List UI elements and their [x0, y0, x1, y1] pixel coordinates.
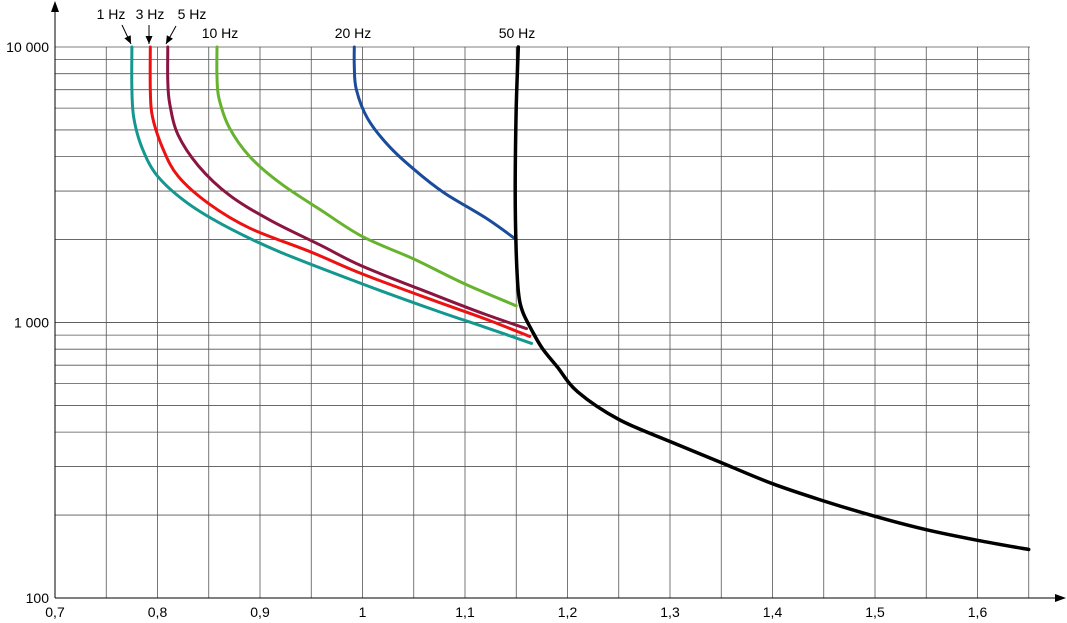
series-label: 20 Hz [335, 25, 372, 41]
annotation-arrowhead [145, 36, 153, 44]
annotation-arrowhead [166, 35, 173, 44]
series-line-5-hz [166, 45, 528, 331]
y-tick-label: 100 [26, 590, 50, 606]
annotation-arrowhead [124, 35, 131, 44]
series-label: 5 Hz [178, 6, 207, 22]
series-line-3-hz [148, 45, 532, 338]
x-tick-label: 1,6 [968, 604, 988, 620]
x-tick-label: 1,5 [865, 604, 885, 620]
series-label: 10 Hz [202, 25, 239, 41]
x-tick-label: 1,3 [660, 604, 680, 620]
series-label: 50 Hz [499, 25, 536, 41]
x-tick-label: 0,8 [148, 604, 168, 620]
grid [55, 46, 1030, 598]
y-tick-label: 10 000 [6, 39, 49, 55]
x-tick-label: 0,9 [250, 604, 270, 620]
series-line-50-hz [513, 45, 1031, 552]
x-tick-label: 1,4 [763, 604, 783, 620]
annotations: 1 Hz 3 Hz 5 Hz 10 Hz 20 Hz 50 Hz [97, 6, 536, 45]
x-tick-label: 1,2 [558, 604, 578, 620]
x-tick-label: 1 [359, 604, 367, 620]
x-tick-label: 1,1 [455, 604, 475, 620]
series-group [130, 45, 1031, 552]
series-line-20-hz [352, 45, 518, 242]
y-tick-label: 1 000 [14, 315, 49, 331]
x-tick-label: 0,7 [45, 604, 65, 620]
series-line-1-hz [130, 45, 534, 345]
series-label: 3 Hz [136, 6, 165, 22]
y-axis-arrow [51, 1, 59, 12]
axes [51, 1, 1066, 602]
series-line-10-hz [215, 45, 518, 308]
x-axis-arrow [1055, 594, 1066, 602]
series-label: 1 Hz [97, 6, 126, 22]
tick-labels: 0,7 0,8 0,9 1 1,1 1,2 1,3 1,4 1,5 1,6 100 1 000 10 0… [6, 39, 987, 620]
